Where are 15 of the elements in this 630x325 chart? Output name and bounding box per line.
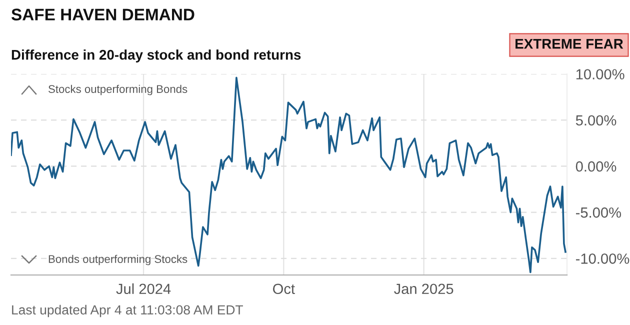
annotation: Bonds outperforming Stocks [48, 254, 188, 266]
y-tick-label: -5.00% [576, 207, 622, 218]
chart-subtitle: Difference in 20-day stock and bond returns [12, 50, 301, 62]
line-series [11, 76, 566, 274]
annotation: Stocks outperforming Bonds [48, 84, 188, 96]
chart-title: SAFE HAVEN DEMAND [11, 8, 194, 20]
text: EXTREME FEAR [516, 39, 624, 49]
x-tick-label: Jan 2025 [394, 284, 454, 294]
y-tick-label: 0.00% [576, 161, 616, 172]
text: Last updated Apr 4 at 11:03:08 AM EDT [12, 304, 243, 318]
x-tick-label: Oct [273, 284, 295, 294]
y-tick-label: 10.00% [576, 69, 624, 80]
y-tick-label: 5.00% [576, 115, 616, 126]
y-tick-label: -10.00% [576, 254, 630, 264]
x-tick-label: Jul 2024 [116, 283, 171, 294]
